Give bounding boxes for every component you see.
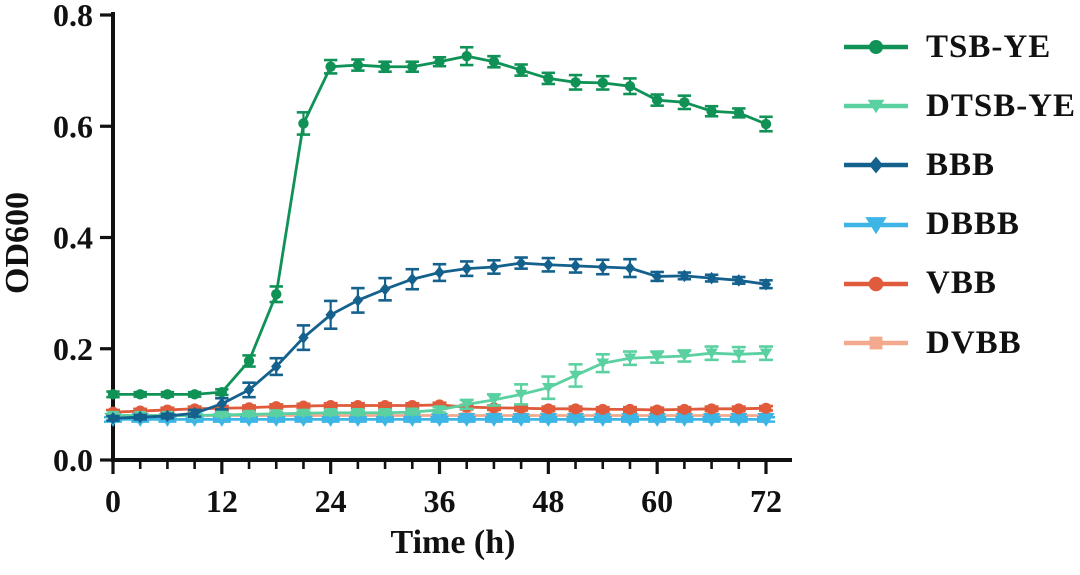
triangle-down-marker-icon — [844, 216, 908, 234]
x-tick-label: 24 — [315, 483, 347, 519]
y-axis-ticks: 0.0 0.2 0.4 0.6 0.8 — [53, 0, 113, 478]
legend-item-bbb: BBB — [842, 146, 996, 183]
x-tick-label: 48 — [532, 483, 564, 519]
legend-label: VBB — [926, 265, 997, 302]
x-axis-label: Time (h) — [390, 524, 516, 561]
square-marker-icon — [844, 336, 908, 350]
axes — [111, 12, 792, 462]
x-tick-label: 72 — [750, 483, 782, 519]
legend: TSB-YE DTSB-YE BBB DBBB VBB DVBB — [842, 0, 1080, 575]
series-tsb-ye — [106, 45, 773, 400]
x-tick-label: 36 — [424, 483, 456, 519]
legend-item-dbbb: DBBB — [842, 206, 1020, 243]
legend-label: DVBB — [926, 324, 1022, 361]
y-tick-label: 0.6 — [53, 108, 93, 144]
legend-label: DTSB-YE — [926, 87, 1077, 124]
x-tick-label: 60 — [641, 483, 673, 519]
circle-marker-icon — [844, 276, 908, 292]
y-tick-label: 0.4 — [53, 220, 93, 256]
legend-item-tsb-ye: TSB-YE — [842, 28, 1052, 65]
series-bbb — [106, 256, 773, 425]
y-tick-label: 0.2 — [53, 331, 93, 367]
y-axis-label: OD600 — [0, 192, 36, 294]
y-tick-label: 0.8 — [53, 0, 93, 33]
plot-area: 0.0 0.2 0.4 0.6 0.8 0 12 24 36 48 60 72 — [53, 0, 792, 519]
legend-label: BBB — [926, 146, 996, 183]
legend-item-vbb: VBB — [842, 265, 997, 302]
legend-label: DBBB — [926, 206, 1020, 243]
circle-marker-icon — [844, 40, 908, 54]
legend-item-dtsb-ye: DTSB-YE — [842, 87, 1077, 124]
diamond-marker-icon — [844, 156, 908, 174]
y-tick-label: 0.0 — [53, 442, 93, 478]
x-axis-ticks: 0 12 24 36 48 60 72 — [105, 460, 782, 519]
x-tick-label: 12 — [206, 483, 238, 519]
triangle-down-marker-icon — [844, 99, 908, 114]
legend-label: TSB-YE — [926, 28, 1052, 65]
legend-item-dvbb: DVBB — [842, 324, 1022, 361]
x-tick-label: 0 — [105, 483, 121, 519]
